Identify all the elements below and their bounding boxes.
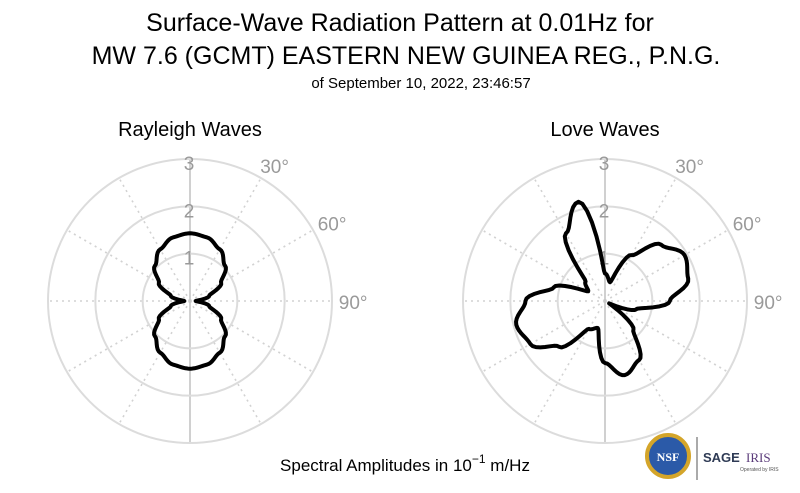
rayleigh-angle-label: 30° [260, 157, 289, 178]
figure-title-line2: MW 7.6 (GCMT) EASTERN NEW GUINEA REG., P… [92, 42, 721, 70]
rayleigh-spoke-30 [189, 177, 262, 302]
love-radial-tick: 2 [599, 201, 610, 222]
rayleigh-panel-title: Rayleigh Waves [118, 119, 262, 141]
nsf-logo: NSF [645, 433, 691, 479]
rayleigh-spoke-120 [189, 300, 314, 373]
sage-logo-text: SAGE [703, 450, 740, 465]
love-spoke-60 [604, 229, 729, 302]
rayleigh-ring-2 [94, 205, 286, 397]
nsf-globe-icon [645, 433, 691, 479]
nsf-logo-text: NSF [657, 450, 680, 464]
love-spoke-330 [533, 177, 606, 302]
rayleigh-radial-tick: 1 [184, 249, 195, 270]
rayleigh-radial-tick: 2 [184, 201, 195, 222]
amplitude-unit-exponent: −1 [472, 452, 486, 466]
operated-by-text: Operated by IRIS [740, 467, 779, 473]
amplitude-unit-suffix: m/Hz [486, 456, 530, 475]
love-panel-title: Love Waves [550, 119, 659, 141]
rayleigh-polar-plot: 1 2 3 30° 60° 90° Rayleigh Waves [47, 119, 368, 444]
rayleigh-ring-1 [141, 252, 239, 350]
rayleigh-spoke-240 [66, 300, 191, 373]
love-ring-1 [556, 252, 654, 350]
amplitude-unit-label: Spectral Amplitudes in 10−1 m/Hz [280, 452, 530, 475]
love-ring-3 [462, 158, 748, 444]
love-angle-label: 60° [733, 214, 762, 235]
love-angle-label: 90° [754, 293, 783, 314]
love-radial-tick: 3 [599, 154, 610, 175]
rayleigh-angle-label: 90° [339, 293, 368, 314]
rayleigh-spoke-150 [189, 300, 262, 425]
amplitude-unit-prefix: Spectral Amplitudes in [280, 456, 453, 475]
rayleigh-radial-tick: 3 [184, 154, 195, 175]
rayleigh-spoke-300 [66, 229, 191, 302]
iris-logo-text: IRIS [746, 450, 771, 465]
amplitude-unit-base: 10 [453, 456, 472, 475]
rayleigh-spoke-210 [118, 300, 191, 425]
rayleigh-radiation-curve [152, 231, 228, 371]
rayleigh-ring-3 [47, 158, 333, 444]
love-spoke-210 [533, 300, 606, 425]
love-spoke-120 [604, 300, 729, 373]
figure-subtitle: of September 10, 2022, 23:46:57 [311, 75, 530, 92]
sage-iris-logo: SAGE IRIS Operated by IRIS [703, 450, 779, 473]
rayleigh-angle-label: 60° [318, 214, 347, 235]
love-spoke-150 [604, 300, 677, 425]
rayleigh-spoke-60 [189, 229, 314, 302]
love-spoke-240 [481, 300, 606, 373]
figure-title-line1: Surface-Wave Radiation Pattern at 0.01Hz… [146, 9, 654, 37]
rayleigh-spoke-330 [118, 177, 191, 302]
love-ring-2 [509, 205, 701, 397]
love-polar-plot: 1 2 3 30° 60° 90° Love Waves [462, 119, 783, 444]
love-spoke-30 [604, 177, 677, 302]
love-radiation-curve [514, 199, 691, 378]
love-radial-tick: 1 [599, 249, 610, 270]
love-angle-label: 30° [675, 157, 704, 178]
